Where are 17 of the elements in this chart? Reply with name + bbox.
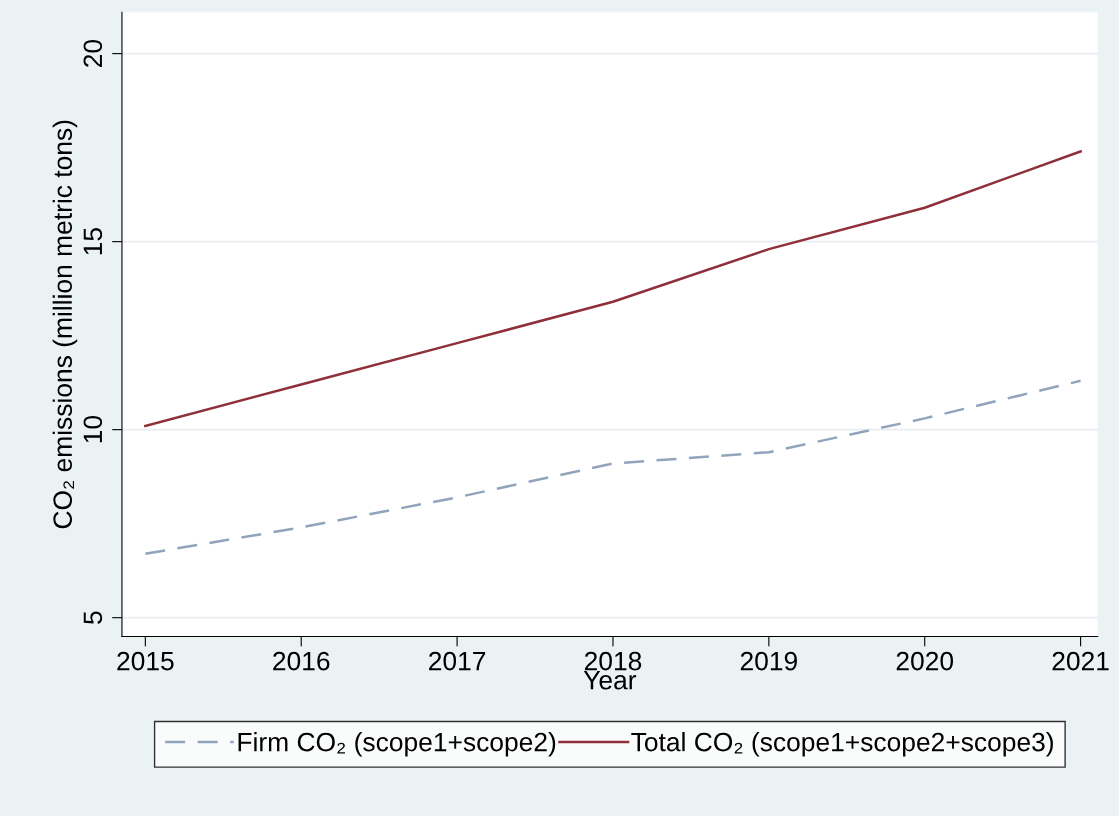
y-axis-title: CO₂ emissions (million metric tons) [52,120,78,529]
x-tick-label: 2019 [740,651,797,671]
x-tick-label: 2016 [273,651,330,671]
legend-label: Firm CO₂ (scope1+scope2) [238,732,556,757]
x-axis-title: Year [583,671,637,690]
y-tick-label: 20 [83,39,103,67]
y-tick-label: 15 [83,228,103,255]
x-tick-label: 2018 [584,651,642,671]
y-tick-label: 10 [83,416,103,443]
x-tick-label: 2015 [117,651,174,671]
line-series [144,150,1082,428]
x-tick-label: 2017 [429,651,486,671]
y-tick-label: 5 [83,611,103,624]
x-tick-label: 2020 [896,651,954,671]
line-series [144,379,1082,555]
legend-label: Total CO₂ (scope1+scope2+scope3) [631,732,1053,757]
x-tick-label: 2021 [1052,651,1109,671]
